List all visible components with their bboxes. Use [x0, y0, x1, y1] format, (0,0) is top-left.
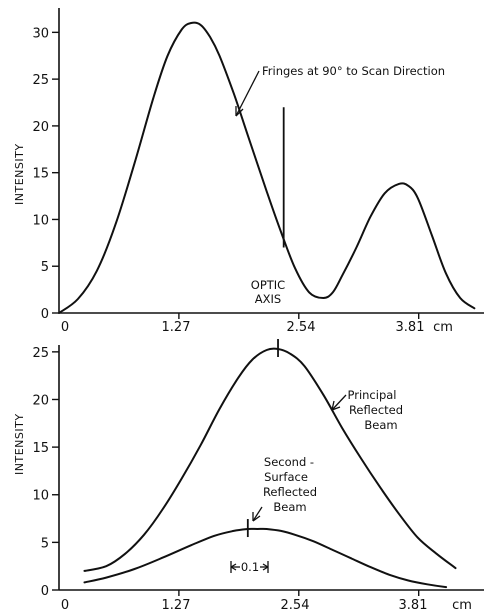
- top-annotation-arrowhead: [235, 106, 244, 117]
- y-tick-label: 10: [32, 213, 49, 228]
- principal-label-line3: Beam: [364, 418, 397, 432]
- second-label-line1: Second -: [264, 455, 314, 469]
- y-tick-label: 0: [41, 307, 49, 322]
- top-panel: 0 5 10 15 20 25 30 0 1.27 2.54 3.81 INTENSITY Fri…: [13, 8, 484, 335]
- x-tick-label: 3.81: [399, 598, 428, 613]
- y-tick-label: 20: [32, 120, 49, 135]
- y-tick-label: 5: [41, 260, 49, 275]
- axis-label: AXIS: [255, 292, 281, 306]
- x-tick-label: 3.81: [396, 320, 425, 335]
- bottom-y-axis-label: INTENSITY: [13, 413, 26, 475]
- top-annotation-arrow: [235, 70, 260, 117]
- y-tick-label: 15: [32, 167, 49, 182]
- y-tick-label: 10: [32, 489, 49, 504]
- y-tick-label: 5: [41, 536, 49, 551]
- optic-label: OPTIC: [251, 278, 285, 292]
- second-label-line4: Beam: [273, 500, 306, 514]
- bottom-panel: 0 5 10 15 20 25 0 1.27 2.54 3.81 INTENSITY Princ…: [13, 339, 484, 613]
- y-tick-label: 15: [32, 441, 49, 456]
- second-label-line3: Reflected: [263, 485, 317, 499]
- x-tick-label: 2.54: [287, 320, 316, 335]
- second-arrowhead: [252, 512, 261, 522]
- y-tick-label: 30: [32, 26, 49, 41]
- principal-beam-curve: [83, 347, 457, 572]
- top-x-unit-label: cm: [433, 320, 453, 335]
- x-tick-label: 1.27: [162, 598, 191, 613]
- y-tick-label: 20: [32, 393, 49, 408]
- top-annotation-fringes: Fringes at 90° to Scan Direction: [262, 64, 445, 78]
- principal-arrowhead: [331, 400, 341, 411]
- principal-label-line2: Reflected: [349, 403, 403, 417]
- principal-label-line1: Principal: [347, 388, 396, 402]
- top-y-axis-label: INTENSITY: [13, 143, 26, 205]
- bottom-x-unit-label: cm: [452, 598, 472, 613]
- x-tick-label: 0: [61, 598, 69, 613]
- top-intensity-curve: [58, 21, 476, 314]
- y-tick-label: 25: [32, 73, 49, 88]
- second-arrow: [252, 506, 263, 522]
- second-surface-beam-curve: [83, 527, 448, 589]
- y-tick-label: 0: [41, 584, 49, 599]
- spacing-arrowheads: [230, 563, 269, 571]
- x-tick-label: 2.54: [281, 598, 310, 613]
- second-label-line2: Surface: [264, 470, 308, 484]
- principal-arrow: [331, 394, 347, 411]
- y-tick-label: 25: [32, 346, 49, 361]
- x-tick-label: 0: [61, 320, 69, 335]
- x-tick-label: 1.27: [162, 320, 191, 335]
- spacing-label: 0.1: [241, 560, 259, 574]
